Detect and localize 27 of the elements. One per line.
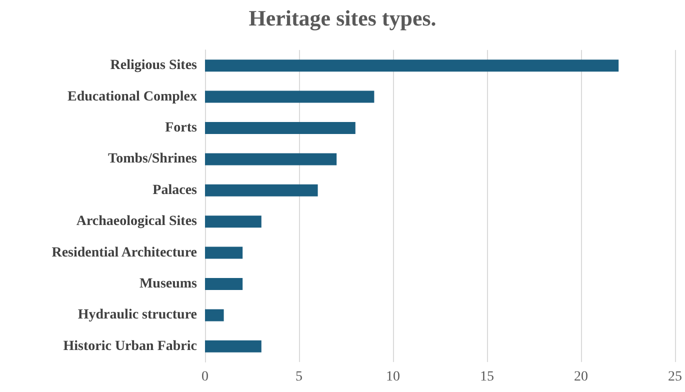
y-tick-label: Palaces: [152, 182, 198, 198]
y-tick-label: Forts: [165, 120, 198, 136]
bar: [205, 122, 356, 134]
bar: [205, 246, 243, 259]
x-tick-label: 10: [386, 370, 400, 384]
x-tick-label: 0: [202, 370, 208, 384]
x-tick-label: 20: [574, 370, 588, 384]
y-tick-label: Educational Complex: [67, 89, 197, 104]
bar: [205, 278, 243, 290]
bar: [205, 216, 262, 228]
bar: [205, 60, 619, 72]
x-tick-label: 5: [296, 370, 302, 384]
chart-title: Heritage sites types.: [248, 6, 436, 30]
y-tick-label: Museums: [139, 276, 198, 292]
bar: [205, 153, 337, 166]
y-tick-label: Tombs/Shrines: [108, 152, 198, 167]
y-tick-label: Hydraulic structure: [78, 308, 197, 323]
bar: [205, 340, 262, 352]
x-tick-label: 25: [668, 370, 682, 384]
x-tick-label: 15: [480, 370, 494, 384]
y-tick-label: Religious Sites: [110, 58, 198, 74]
bar: [205, 309, 224, 322]
bar: [205, 90, 374, 103]
y-tick-label: Residential Architecture: [52, 245, 197, 260]
y-tick-label: Historic Urban Fabric: [63, 338, 197, 354]
bar: [205, 184, 318, 196]
y-tick-label: Archaeological Sites: [76, 214, 198, 230]
